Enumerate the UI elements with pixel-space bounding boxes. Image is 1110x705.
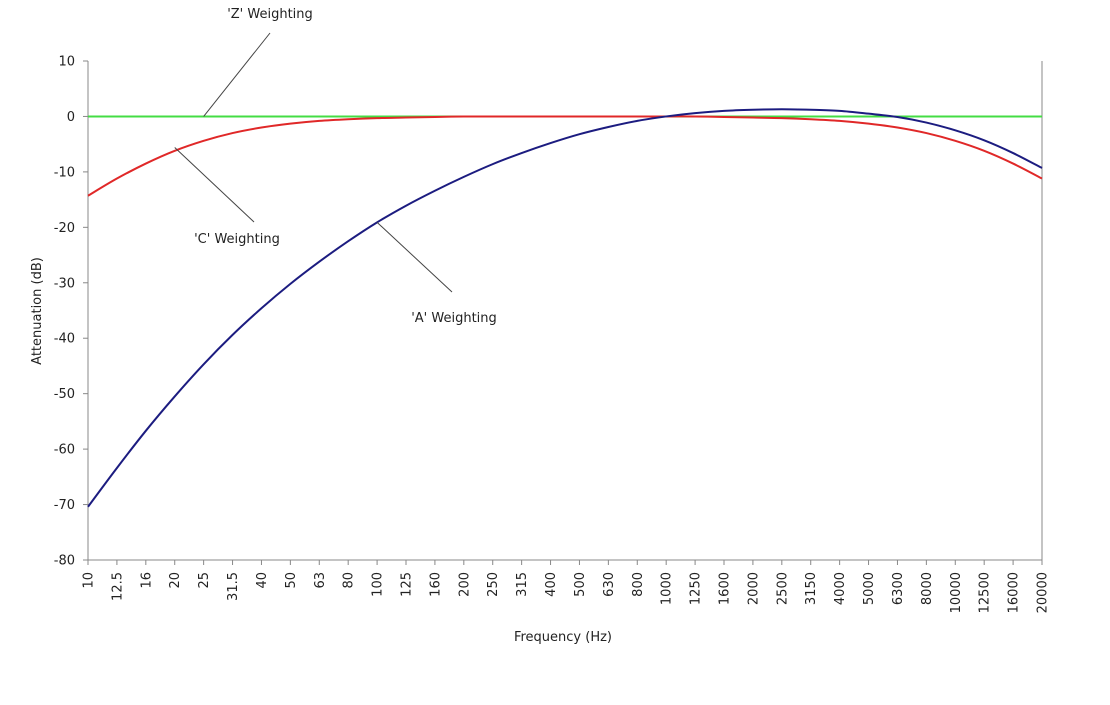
x-tick-label: 2500 xyxy=(775,572,790,605)
x-tick-label: 630 xyxy=(602,572,617,597)
x-tick-label: 400 xyxy=(544,572,559,597)
x-tick-label: 20 xyxy=(168,572,183,589)
y-tick-label: -10 xyxy=(54,165,75,180)
x-tick-label: 10000 xyxy=(949,572,964,613)
x-tick-label: 12.5 xyxy=(110,572,125,601)
x-tick-label: 8000 xyxy=(920,572,935,605)
x-tick-label: 1600 xyxy=(718,572,733,605)
annotation-label: 'C' Weighting xyxy=(194,232,280,247)
x-tick-label: 500 xyxy=(573,572,588,597)
x-tick-label: 800 xyxy=(631,572,646,597)
x-tick-label: 25 xyxy=(197,572,212,589)
x-tick-label: 2000 xyxy=(746,572,761,605)
x-tick-label: 4000 xyxy=(833,572,848,605)
y-tick-label: -70 xyxy=(54,498,75,513)
series-line-c-weighting xyxy=(87,115,1043,197)
x-tick-label: 20000 xyxy=(1036,572,1051,613)
x-tick-label: 5000 xyxy=(862,572,877,605)
x-tick-label: 100 xyxy=(371,572,386,597)
x-tick-label: 31.5 xyxy=(226,572,241,601)
y-axis-title: Attenuation (dB) xyxy=(30,257,45,365)
series-line-a-weighting xyxy=(87,108,1043,508)
annotation-leader-line xyxy=(174,147,255,223)
x-tick-label: 200 xyxy=(457,572,472,597)
x-tick-label: 40 xyxy=(255,572,270,589)
y-tick-label: 0 xyxy=(67,110,75,125)
x-tick-label: 315 xyxy=(515,572,530,597)
y-tick-label: -60 xyxy=(54,443,75,458)
x-tick-label: 16000 xyxy=(1007,572,1022,613)
x-tick-label: 6300 xyxy=(891,572,906,605)
x-tick-label: 250 xyxy=(486,572,501,597)
y-tick-label: 10 xyxy=(58,55,75,70)
annotation-leader-line xyxy=(376,221,453,293)
x-tick-label: 1000 xyxy=(660,572,675,605)
x-tick-label: 10 xyxy=(82,572,97,589)
x-tick-label: 16 xyxy=(139,572,154,589)
x-tick-label: 50 xyxy=(284,572,299,589)
x-tick-label: 63 xyxy=(313,572,328,589)
y-tick-label: -40 xyxy=(54,332,75,347)
annotation-label: 'A' Weighting xyxy=(411,311,497,326)
y-tick-label: -80 xyxy=(54,554,75,569)
y-tick-label: -50 xyxy=(54,387,75,402)
series-layer xyxy=(87,108,1043,508)
axis-titles: Frequency (Hz) Attenuation (dB) xyxy=(30,257,612,645)
x-tick-label: 1250 xyxy=(689,572,704,605)
x-tick-label: 125 xyxy=(400,572,415,597)
x-tick-label: 12500 xyxy=(978,572,993,613)
x-tick-label: 160 xyxy=(428,572,443,597)
x-tick-label: 3150 xyxy=(804,572,819,605)
annotation-label: 'Z' Weighting xyxy=(227,7,313,22)
annotation-leader-line xyxy=(203,32,271,117)
y-tick-label: -30 xyxy=(54,276,75,291)
annotation-layer: 'Z' Weighting 'C' Weighting 'A' Weighting xyxy=(174,7,497,326)
x-axis-title: Frequency (Hz) xyxy=(514,630,612,645)
x-tick-label: 80 xyxy=(342,572,357,589)
y-tick-label: -20 xyxy=(54,221,75,236)
